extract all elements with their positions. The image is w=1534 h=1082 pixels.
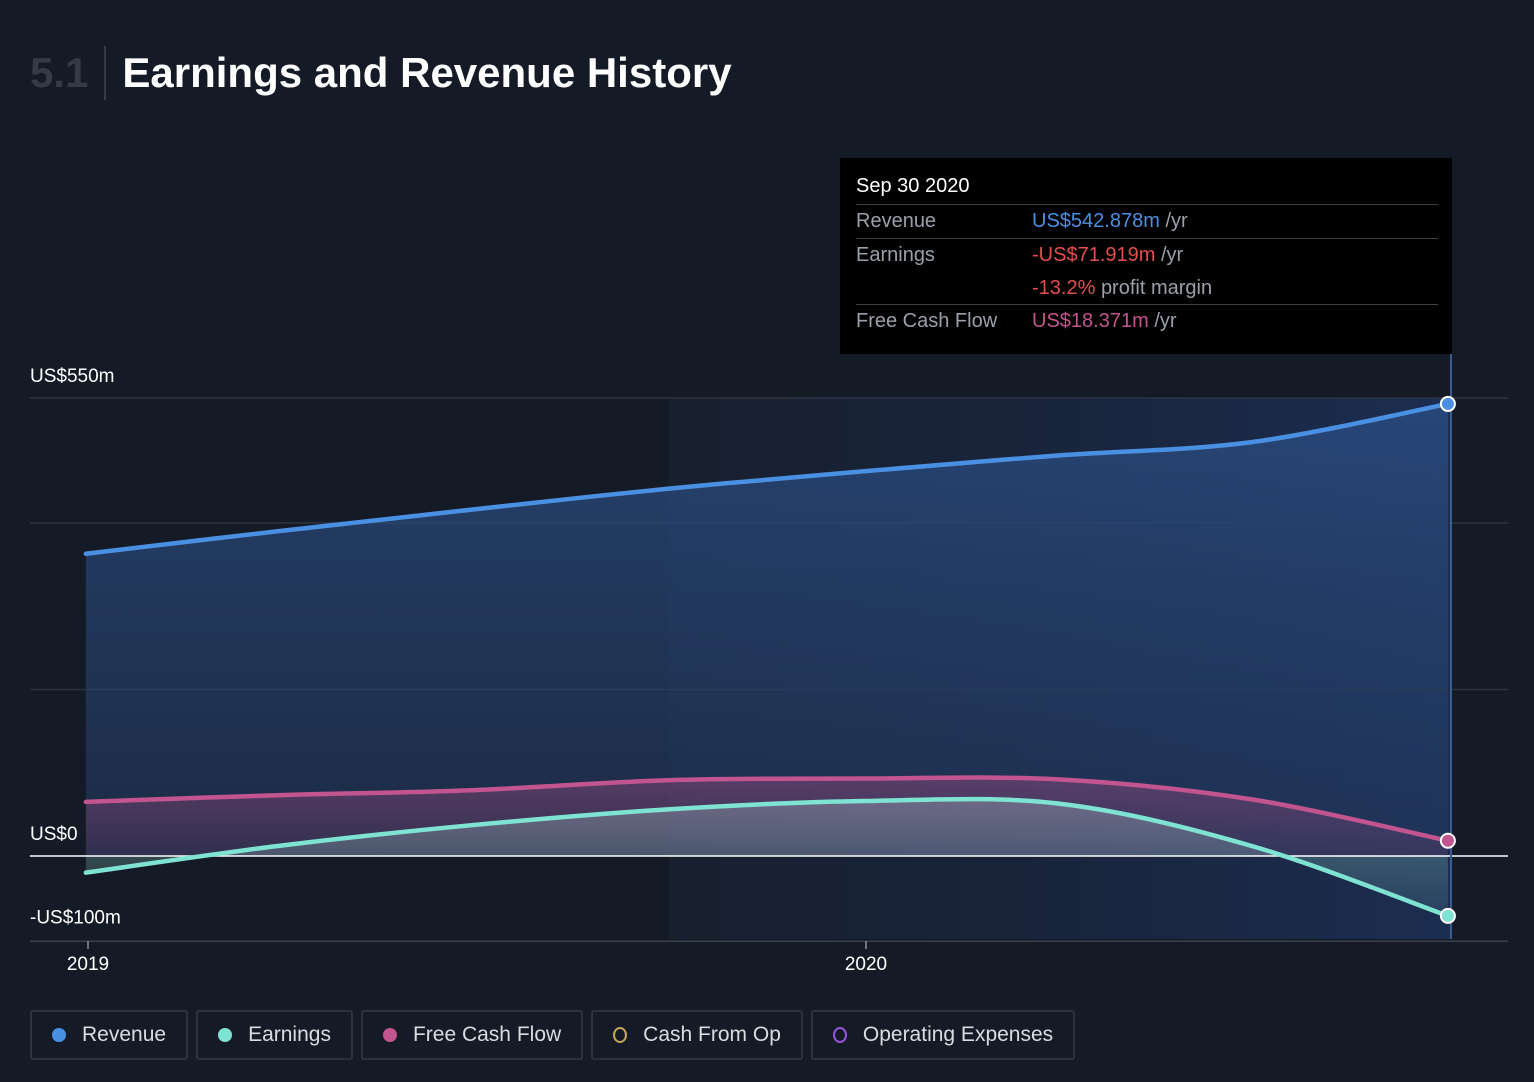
tooltip-row-fcf: Free Cash Flow US$18.371m /yr bbox=[856, 304, 1438, 338]
x-tick-label: 2019 bbox=[67, 954, 109, 975]
legend-dot-icon bbox=[52, 1028, 66, 1042]
y-tick-label: -US$100m bbox=[30, 907, 121, 928]
x-tick-label: 2020 bbox=[845, 954, 887, 975]
legend-dot-icon bbox=[218, 1028, 233, 1042]
legend-ring-icon bbox=[613, 1027, 628, 1043]
tooltip: Sep 30 2020 Revenue US$542.878m /yr Earn… bbox=[840, 158, 1452, 354]
revenue-point bbox=[1439, 395, 1456, 412]
free-cash-flow-point bbox=[1439, 832, 1456, 849]
earnings-line bbox=[83, 796, 1451, 919]
page-title: Earnings and Revenue History bbox=[122, 49, 732, 96]
legend-operating-expenses[interactable]: Operating Expenses bbox=[810, 1010, 1076, 1060]
legend-label: Revenue bbox=[82, 1023, 167, 1046]
legend: Revenue Earnings Free Cash Flow Cash Fro… bbox=[30, 1010, 1076, 1060]
tooltip-label: Earnings bbox=[856, 244, 935, 266]
tooltip-unit: /yr bbox=[1160, 244, 1184, 266]
tooltip-profit-margin-label: profit margin bbox=[1100, 277, 1213, 299]
legend-label: Free Cash Flow bbox=[412, 1023, 562, 1046]
tooltip-fcf-value: US$18.371m bbox=[1032, 310, 1149, 332]
legend-free-cash-flow[interactable]: Free Cash Flow bbox=[360, 1010, 584, 1060]
legend-cash-from-op[interactable]: Cash From Op bbox=[591, 1010, 803, 1060]
legend-revenue[interactable]: Revenue bbox=[30, 1010, 189, 1060]
tooltip-profit-margin-value: -13.2% bbox=[1032, 277, 1096, 299]
free-cash-flow-line bbox=[83, 775, 1451, 843]
chart-header: 5.1 Earnings and Revenue History bbox=[30, 46, 732, 100]
tooltip-row-earnings: Earnings -US$71.919m /yr -13.2% profit m… bbox=[856, 238, 1438, 304]
y-tick-label: US$550m bbox=[30, 366, 115, 387]
legend-label: Cash From Op bbox=[643, 1023, 781, 1046]
tooltip-row-revenue: Revenue US$542.878m /yr bbox=[856, 204, 1438, 238]
tooltip-label: Free Cash Flow bbox=[856, 310, 998, 332]
y-axis-labels: US$550m US$0 -US$100m bbox=[30, 366, 121, 928]
legend-ring-icon bbox=[832, 1027, 847, 1043]
section-number: 5.1 bbox=[30, 46, 107, 100]
revenue-area bbox=[85, 403, 1448, 856]
legend-label: Earnings bbox=[248, 1023, 331, 1046]
series-areas bbox=[30, 403, 1508, 916]
tooltip-earnings-value: -US$71.919m bbox=[1032, 244, 1156, 266]
free-cash-flow-area bbox=[85, 777, 1448, 856]
hover-points bbox=[1439, 395, 1456, 924]
x-axis-labels: 2019 2020 bbox=[67, 941, 887, 975]
tooltip-revenue-value: US$542.878m bbox=[1032, 210, 1160, 232]
earnings-point bbox=[1439, 907, 1456, 924]
legend-earnings[interactable]: Earnings bbox=[196, 1010, 353, 1060]
tooltip-date: Sep 30 2020 bbox=[856, 175, 970, 197]
tooltip-unit: /yr bbox=[1154, 310, 1177, 332]
tooltip-unit: /yr bbox=[1165, 210, 1188, 232]
legend-dot-icon bbox=[382, 1028, 397, 1042]
tooltip-label: Revenue bbox=[856, 210, 937, 232]
legend-label: Operating Expenses bbox=[862, 1023, 1054, 1046]
earnings-revenue-chart[interactable]: US$550m US$0 -US$100m 2019 2020 bbox=[0, 0, 1534, 1000]
revenue-line bbox=[83, 401, 1451, 556]
y-tick-label: US$0 bbox=[30, 824, 78, 845]
series-lines bbox=[83, 401, 1451, 919]
